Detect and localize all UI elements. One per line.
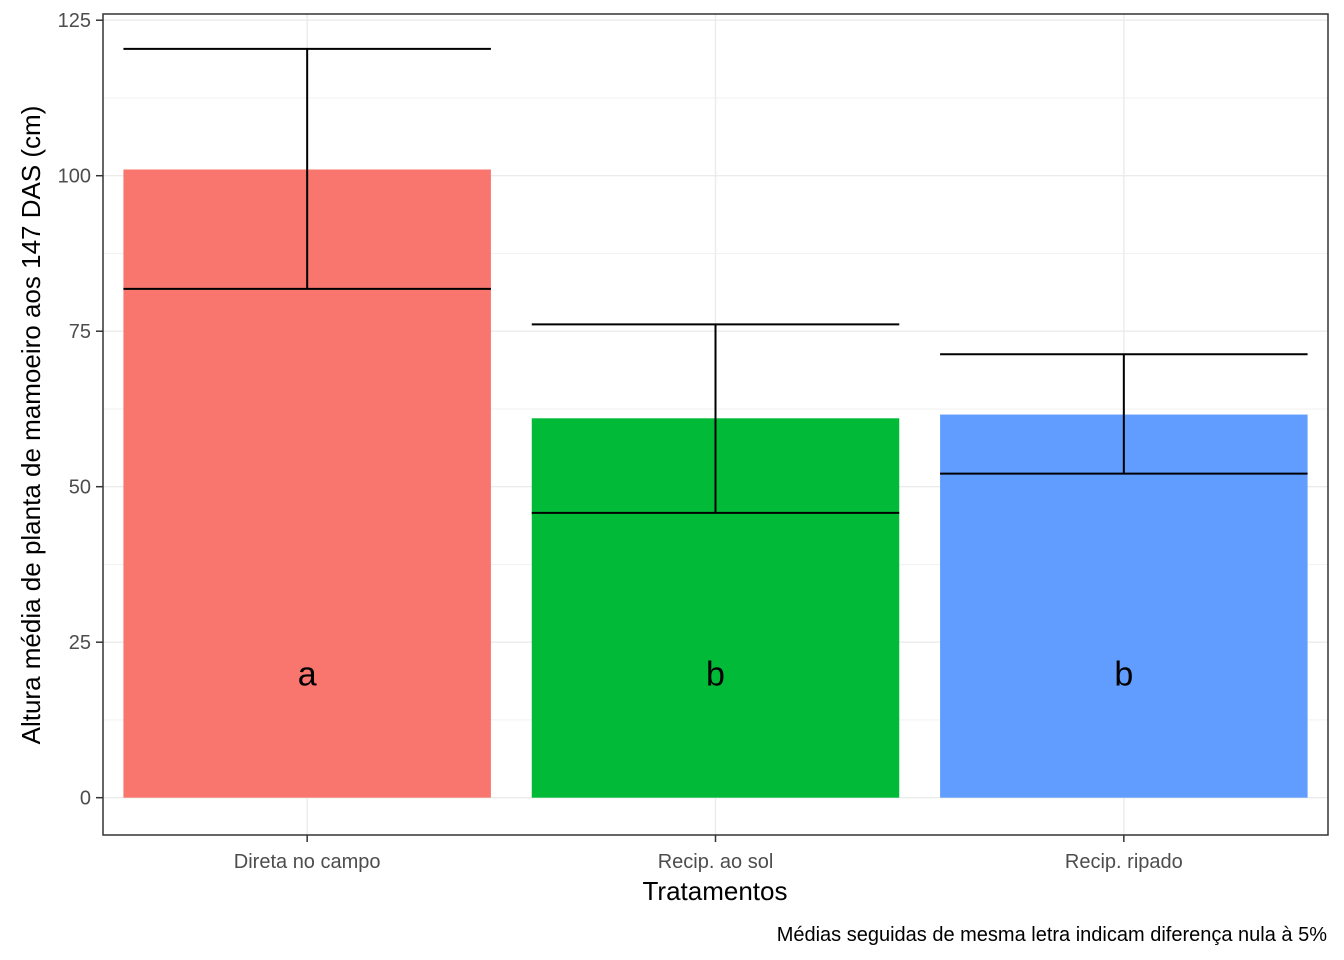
error-bar	[940, 353, 1308, 475]
chart-caption: Médias seguidas de mesma letra indicam d…	[777, 924, 1328, 946]
y-tick-label: 25	[69, 632, 91, 654]
error-bar	[531, 323, 900, 514]
y-axis: 0 25 50 75 100 125	[58, 10, 103, 810]
y-tick-label: 75	[69, 321, 91, 343]
x-axis-title: Tratamentos	[643, 876, 788, 906]
y-tick-label: 100	[58, 166, 91, 188]
significance-letter: b	[1114, 655, 1133, 693]
significance-letter: a	[298, 655, 317, 693]
x-axis: Direta no campo Recip. ao sol Recip. ripad…	[234, 835, 1183, 873]
y-tick-label: 125	[58, 10, 91, 32]
bar	[940, 414, 1308, 798]
x-tick-label: Recip. ao sol	[658, 851, 774, 873]
y-axis-title: Altura média de planta de mamoeiro aos 1…	[16, 106, 46, 745]
y-tick-label: 0	[80, 788, 91, 810]
significance-letter: b	[706, 655, 725, 693]
error-bar	[123, 47, 491, 290]
y-tick-label: 50	[69, 477, 91, 499]
x-tick-label: Direta no campo	[234, 851, 381, 873]
x-tick-label: Recip. ripado	[1065, 851, 1183, 873]
error-bars	[123, 47, 1308, 514]
